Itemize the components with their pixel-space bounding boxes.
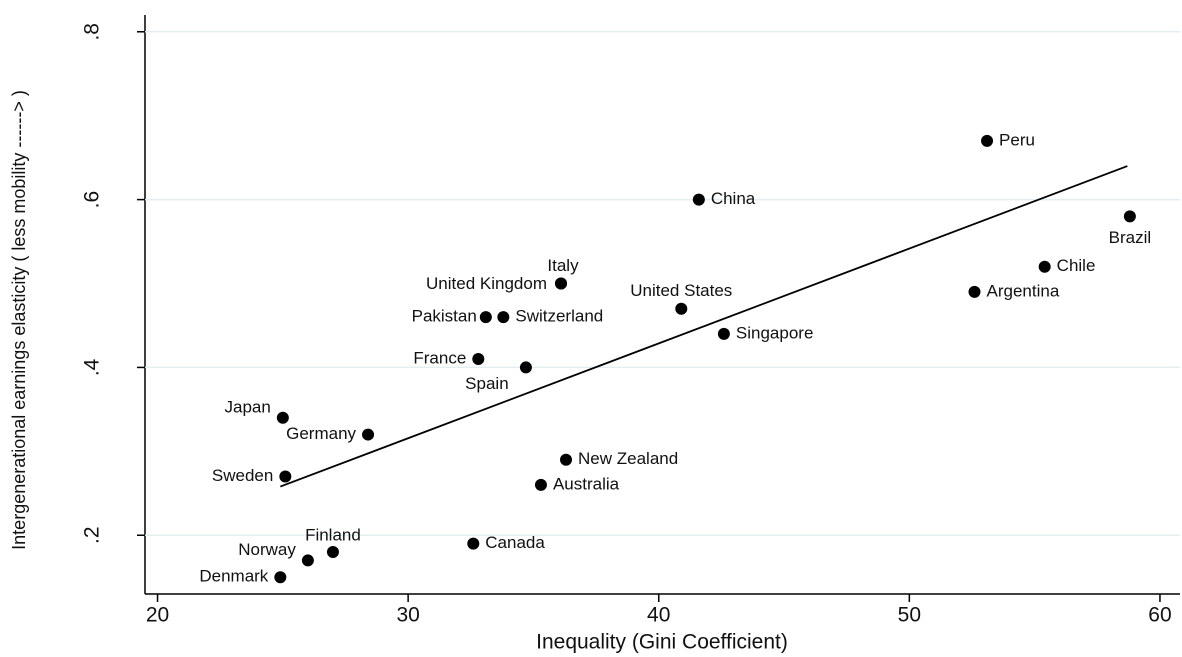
point xyxy=(717,327,730,340)
point xyxy=(968,285,981,298)
point xyxy=(301,554,314,567)
point xyxy=(981,134,994,147)
point-label: Spain xyxy=(465,374,508,393)
x-tick-label: 20 xyxy=(146,604,169,627)
y-tick-label: .2 xyxy=(81,527,104,545)
point xyxy=(279,470,292,483)
point-label: United States xyxy=(630,281,732,300)
x-tick-label: 30 xyxy=(396,604,419,627)
point xyxy=(274,571,287,584)
x-tick-label: 40 xyxy=(647,604,670,627)
point xyxy=(497,311,510,324)
point xyxy=(276,411,289,424)
point xyxy=(555,277,568,290)
fit-line xyxy=(280,165,1128,488)
point xyxy=(692,193,705,206)
point xyxy=(560,453,573,466)
point-label: Italy xyxy=(547,256,579,275)
point-label: Canada xyxy=(485,533,545,552)
point-label: France xyxy=(413,349,466,368)
point-label: Denmark xyxy=(199,567,268,586)
point xyxy=(519,361,532,374)
point xyxy=(362,428,375,441)
point-label: Chile xyxy=(1057,256,1096,275)
x-tick-label: 60 xyxy=(1148,604,1171,627)
point-label: Brazil xyxy=(1109,228,1152,247)
point-label: Norway xyxy=(238,540,296,559)
point xyxy=(534,478,547,491)
point-label: Singapore xyxy=(736,323,814,342)
point xyxy=(1123,210,1136,223)
point-label: Japan xyxy=(225,397,271,416)
point-label: Sweden xyxy=(212,466,273,485)
y-tick-label: .8 xyxy=(81,23,104,41)
x-tick-label: 50 xyxy=(898,604,921,627)
point xyxy=(479,311,492,324)
point-label: Peru xyxy=(999,130,1035,149)
y-tick-label: .4 xyxy=(81,358,104,376)
point-label: Finland xyxy=(305,526,361,545)
point-label: United Kingdom xyxy=(426,274,547,293)
point-label: Germany xyxy=(286,424,356,443)
point-label: Pakistan xyxy=(412,307,477,326)
y-tick-label: .6 xyxy=(81,191,104,209)
point-label: Australia xyxy=(553,474,620,493)
point-label: Argentina xyxy=(987,281,1060,300)
x-axis-label: Inequality (Gini Coefficient) xyxy=(536,631,788,654)
point xyxy=(467,537,480,550)
point-label: New Zealand xyxy=(578,449,678,468)
point xyxy=(472,353,485,366)
point xyxy=(326,546,339,559)
point-label: Switzerland xyxy=(515,307,603,326)
point-label: China xyxy=(711,189,756,208)
point xyxy=(1038,260,1051,273)
y-axis-label: Intergenerational earnings elasticity ( … xyxy=(9,90,29,550)
point xyxy=(675,302,688,315)
